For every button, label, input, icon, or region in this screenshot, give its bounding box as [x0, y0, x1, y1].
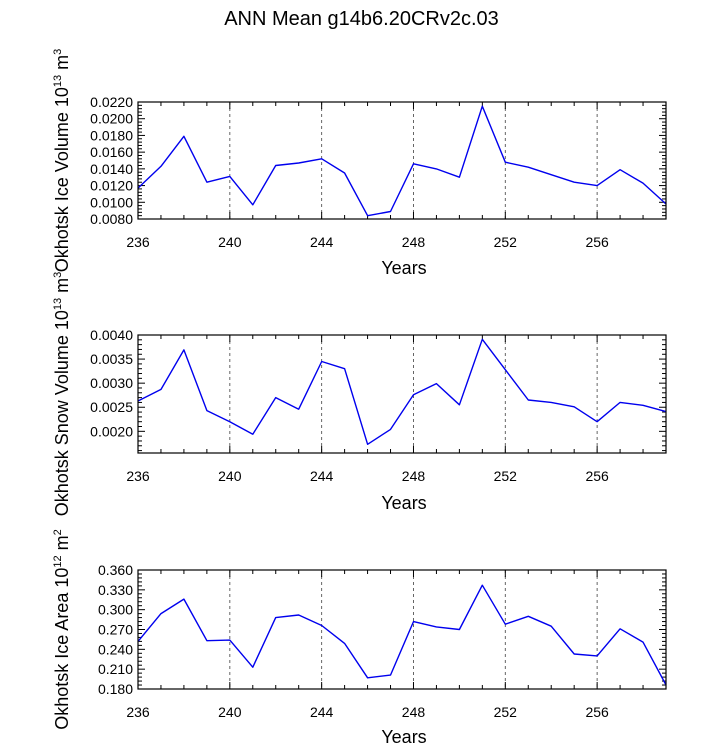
- y-tick-label: 0.210: [98, 661, 133, 677]
- x-tick-label: 248: [402, 468, 426, 484]
- x-axis-label: Years: [381, 258, 426, 278]
- y-label-unit: m: [52, 55, 72, 75]
- y-tick-label: 0.0160: [90, 144, 133, 160]
- y-tick-label: 0.0080: [90, 211, 133, 227]
- panel-3: 0.180 0.210 0.240 0.270 0.300 0.330 0.360 236 24…: [52, 529, 667, 747]
- x-tick-label: 240: [218, 234, 242, 250]
- plot-frame: [137, 101, 667, 220]
- y-tick-label: 0.270: [98, 622, 133, 638]
- x-tick-label: 256: [585, 704, 609, 720]
- x-tick-label: 256: [585, 234, 609, 250]
- x-tick-label: 252: [494, 234, 518, 250]
- x-tick-label: 244: [310, 468, 334, 484]
- y-label-unit: m: [52, 535, 72, 555]
- y-label-text: Okhotsk Ice Volume 10: [52, 87, 72, 272]
- x-tick-label: 236: [126, 468, 150, 484]
- y-label-unit: m: [52, 278, 72, 298]
- x-tick-label: 236: [126, 234, 150, 250]
- y-tick-label: 0.0180: [90, 127, 133, 143]
- y-label-exp: 13: [52, 75, 64, 87]
- y-tick-label: 0.0030: [90, 375, 133, 391]
- x-tick-label: 248: [402, 234, 426, 250]
- series-line: [137, 338, 667, 445]
- x-tick-label: 252: [494, 468, 518, 484]
- x-tick-label: 236: [126, 704, 150, 720]
- y-label-exp: 12: [52, 555, 64, 567]
- y-tick-label: 0.0200: [90, 111, 133, 127]
- y-tick-label: 0.0035: [90, 351, 133, 367]
- y-axis-label: Okhotsk Ice Volume 1013 m3: [52, 49, 72, 272]
- y-tick-label: 0.0140: [90, 161, 133, 177]
- y-axis-label: Okhotsk Snow Volume 1013 m3: [52, 272, 72, 517]
- panel-2: 0.0020 0.0025 0.0030 0.0035 0.0040 236 240 244 2…: [52, 272, 667, 517]
- y-label-unit-exp: 3: [52, 272, 64, 278]
- y-tick-label: 0.0020: [90, 423, 133, 439]
- plot-frame: [137, 569, 667, 690]
- x-tick-label: 256: [585, 468, 609, 484]
- y-tick-label: 0.0100: [90, 194, 133, 210]
- x-axis-label: Years: [381, 727, 426, 747]
- plot-frame: [137, 334, 667, 454]
- y-tick-label: 0.0040: [90, 327, 133, 343]
- x-tick-label: 244: [310, 234, 334, 250]
- series-line: [137, 105, 667, 217]
- y-label-text: Okhotsk Ice Area 10: [52, 568, 72, 730]
- x-tick-label: 244: [310, 704, 334, 720]
- y-tick-label: 0.240: [98, 641, 133, 657]
- y-tick-label: 0.330: [98, 582, 133, 598]
- y-tick-label: 0.360: [98, 562, 133, 578]
- chart-title: ANN Mean g14b6.20CRv2c.03: [224, 8, 499, 30]
- y-label-unit-exp: 2: [52, 529, 64, 535]
- x-tick-label: 248: [402, 704, 426, 720]
- panel-1: 0.00800.01000.01200.01400.01600.01800.02…: [52, 49, 667, 278]
- y-label-text: Okhotsk Snow Volume 10: [52, 310, 72, 516]
- y-label-unit-exp: 3: [52, 49, 64, 55]
- x-axis-label: Years: [381, 493, 426, 513]
- x-tick-label: 240: [218, 468, 242, 484]
- x-tick-label: 252: [494, 704, 518, 720]
- y-axis-label: Okhotsk Ice Area 1012 m2: [52, 529, 72, 729]
- series-line: [137, 584, 667, 686]
- y-tick-label: 0.0220: [90, 94, 133, 110]
- y-label-exp: 13: [52, 298, 64, 310]
- y-tick-label: 0.0025: [90, 399, 133, 415]
- y-tick-label: 0.0120: [90, 178, 133, 194]
- y-tick-label: 0.300: [98, 602, 133, 618]
- x-tick-label: 240: [218, 704, 242, 720]
- y-tick-label: 0.180: [98, 681, 133, 697]
